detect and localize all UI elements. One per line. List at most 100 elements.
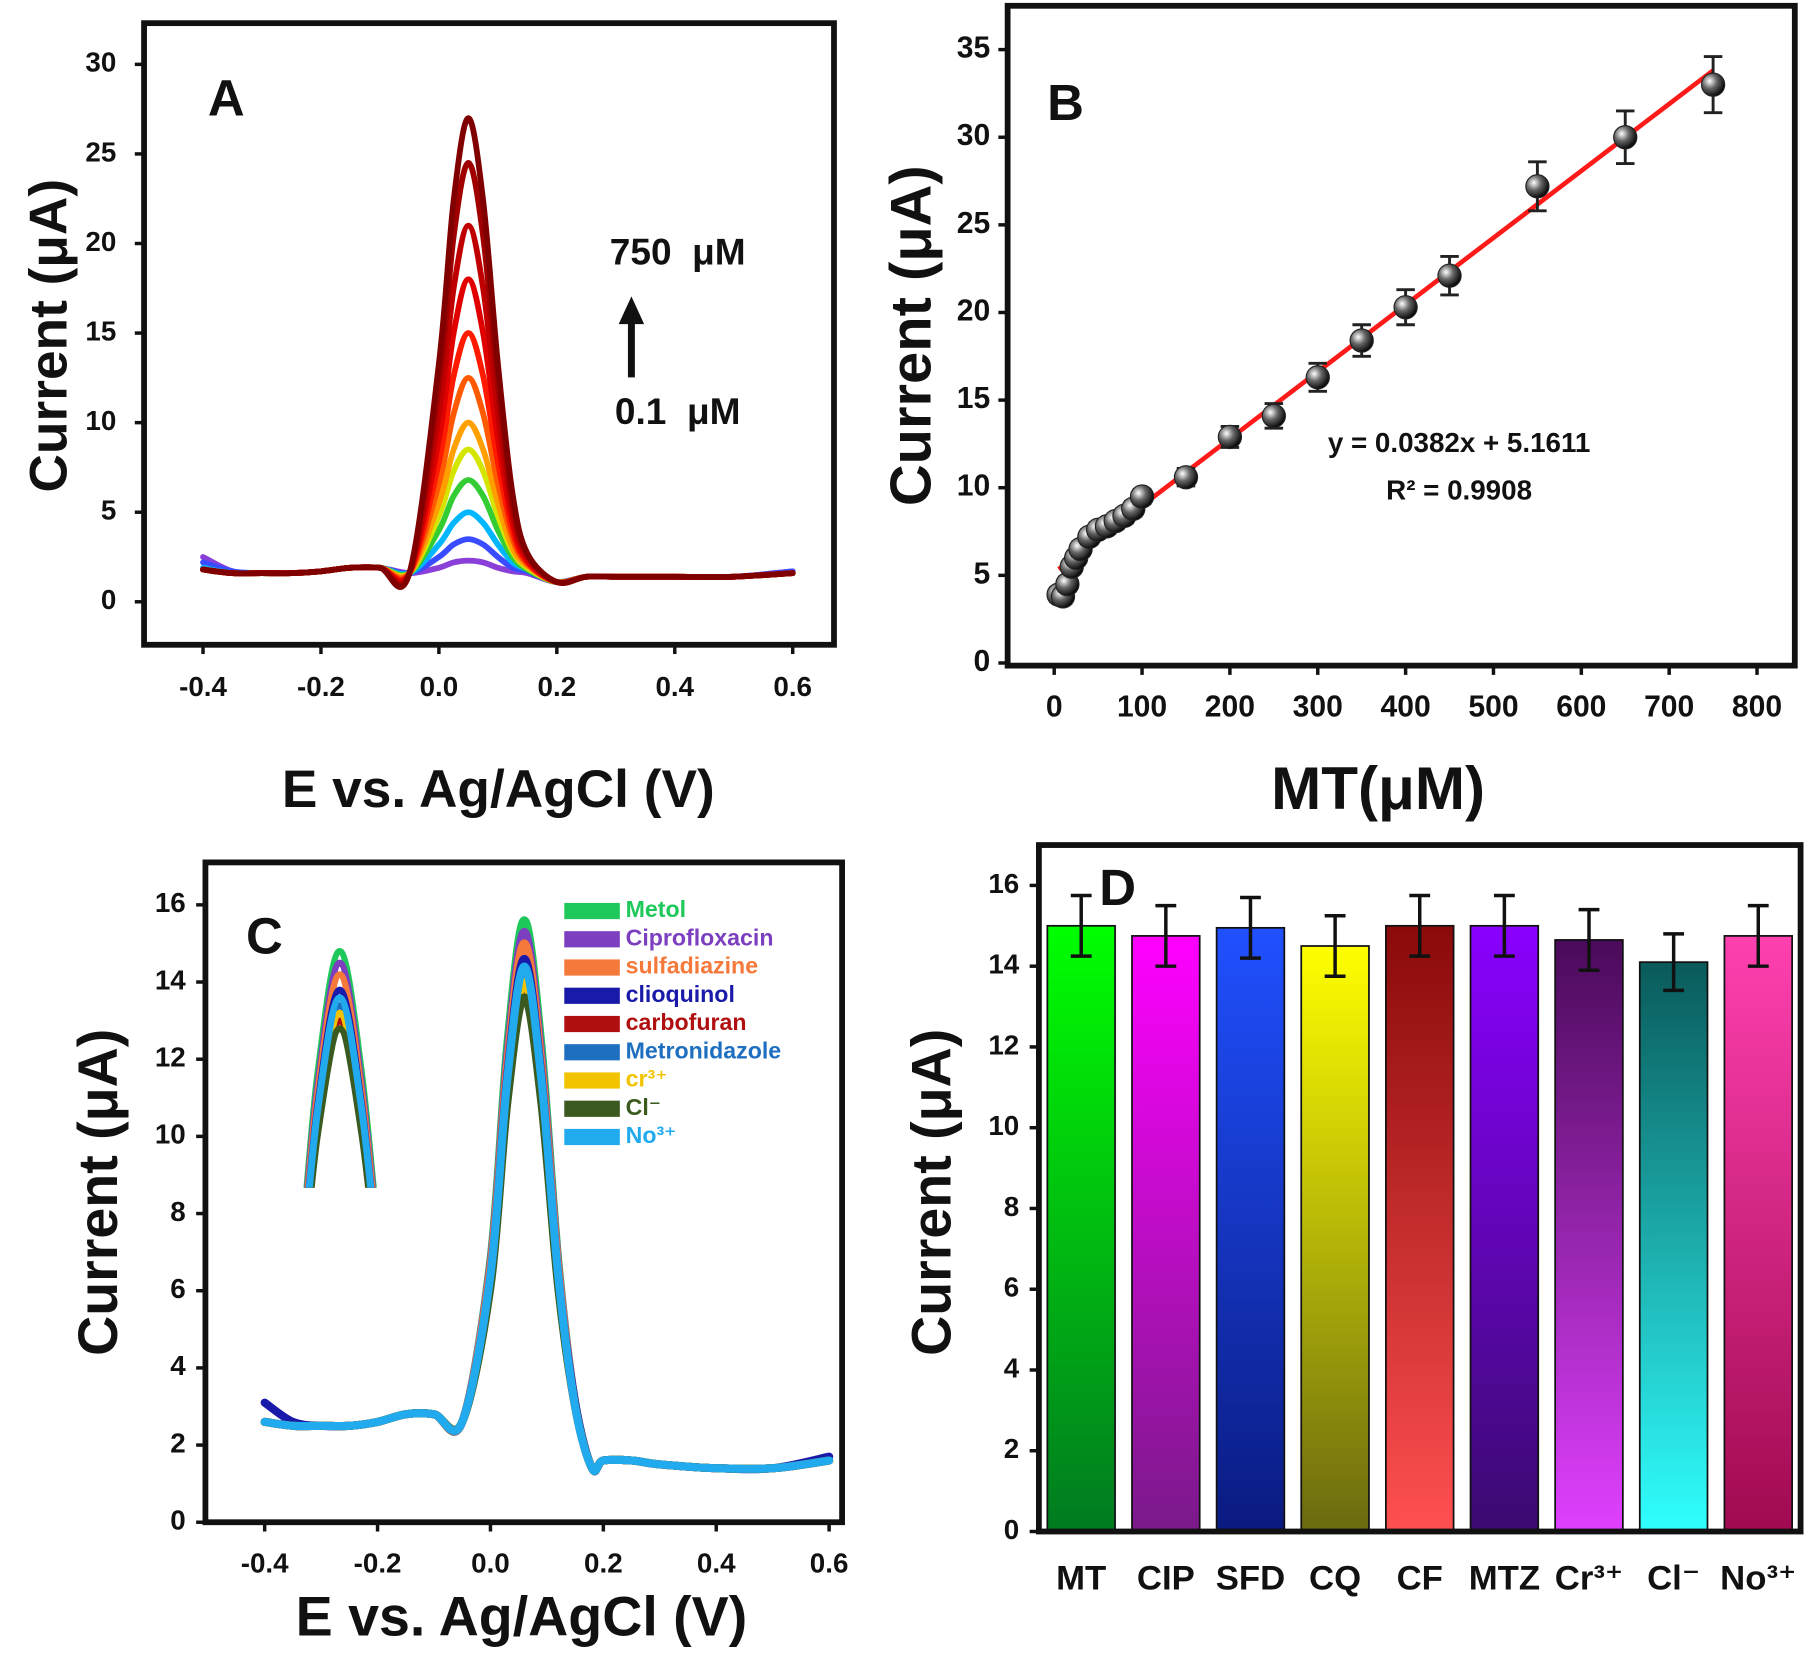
y-tick-label: 16 (155, 887, 186, 918)
fit-line (1057, 68, 1715, 572)
curve (260, 962, 834, 1476)
panel-label: C (246, 907, 283, 964)
curve (200, 115, 796, 591)
inset-curve (2, 963, 736, 1502)
y-axis-title: Current (μA) (901, 1029, 963, 1356)
legend-swatch (564, 1015, 620, 1033)
y-tick-label: 14 (155, 964, 186, 995)
point (1393, 295, 1418, 320)
y-tick-label: 8 (170, 1196, 185, 1227)
y-tick-label: 35 (957, 32, 990, 65)
y-tick-label: 20 (85, 226, 116, 257)
legend-swatch (564, 902, 620, 920)
x-axis-title: MT(μM) (1271, 755, 1485, 822)
point (1305, 365, 1330, 390)
x-tick-label: 800 (1732, 690, 1782, 723)
x-tick-label: 0.2 (584, 1547, 623, 1578)
inset-curve (2, 990, 736, 1502)
y-tick-label: 0 (170, 1505, 185, 1536)
x-tick-label: 0.6 (773, 671, 812, 702)
x-tick-label: Cr³⁺ (1555, 1559, 1623, 1597)
legend-label: clioquinol (626, 981, 735, 1007)
bar (1215, 926, 1286, 1533)
x-tick-label: 0.0 (420, 671, 459, 702)
y-tick-label: 15 (85, 315, 116, 346)
y-tick-label: 20 (957, 294, 990, 327)
y-tick-label: 10 (85, 405, 116, 436)
y-tick-label: 10 (957, 470, 990, 503)
x-tick-label: CIP (1137, 1559, 1195, 1597)
x-axis-title: E vs. Ag/AgCl (V) (282, 760, 715, 819)
bar (1046, 924, 1116, 1533)
y-tick-label: 12 (988, 1029, 1019, 1060)
y-axis-title: Current (μA) (67, 1029, 129, 1356)
inset-curve (2, 1013, 736, 1502)
legend-swatch (564, 931, 620, 948)
plot-frame (1035, 842, 1804, 1535)
y-tick-label: 14 (988, 949, 1019, 980)
annotation: R² = 0.9908 (1386, 474, 1532, 505)
point (1129, 484, 1155, 509)
bar (1300, 945, 1370, 1533)
point (1613, 125, 1638, 150)
x-tick-label: -0.4 (241, 1547, 289, 1578)
legend-label: Metronidazole (626, 1037, 782, 1063)
inset-plot (2, 952, 736, 1503)
point (1349, 328, 1374, 353)
y-tick-label: 30 (85, 47, 116, 78)
panel-label: D (1099, 859, 1136, 916)
y-axis-title: Current (μA) (20, 179, 79, 493)
y-tick-label: 25 (85, 136, 116, 167)
y-tick-label: 4 (1004, 1352, 1020, 1383)
panel-label: B (1047, 74, 1084, 131)
y-tick-label: 8 (1004, 1191, 1019, 1222)
inset (2, 952, 736, 1503)
y-tick-label: 0 (1004, 1514, 1019, 1545)
x-tick-label: Cl⁻ (1647, 1559, 1700, 1597)
y-tick-label: 2 (170, 1427, 185, 1458)
y-tick-label: 5 (101, 495, 116, 526)
y-axis-title: Current (μA) (879, 165, 943, 506)
x-tick-label: SFD (1216, 1559, 1285, 1597)
x-tick-label: MTZ (1469, 1559, 1540, 1597)
legend-label: Metol (626, 896, 686, 922)
x-tick-label: 400 (1381, 690, 1431, 723)
y-tick-label: 2 (1004, 1433, 1019, 1464)
inset-curve (2, 975, 736, 1503)
x-tick-label: 100 (1117, 690, 1167, 723)
y-tick-label: 0 (974, 645, 991, 678)
point (1261, 403, 1286, 429)
panel-label: A (208, 69, 245, 126)
x-tick-label: CQ (1309, 1559, 1361, 1597)
x-tick-label: 0.0 (471, 1547, 510, 1578)
arrow-head (618, 296, 645, 325)
point (1173, 465, 1199, 490)
x-tick-label: 200 (1205, 690, 1255, 723)
bar (1469, 924, 1540, 1533)
x-tick-label: 300 (1293, 690, 1343, 723)
legend-swatch (564, 987, 620, 1004)
legend-swatch (564, 1044, 620, 1061)
plot-frame (141, 20, 837, 648)
x-tick-label: No³⁺ (1720, 1559, 1796, 1597)
y-tick-label: 6 (1004, 1272, 1019, 1303)
plot-frame (202, 859, 845, 1526)
x-tick-label: 0.2 (538, 671, 577, 702)
bar (1554, 939, 1624, 1533)
plot-frame (1004, 2, 1798, 669)
y-tick-label: 0 (101, 584, 116, 615)
legend-label: Cl⁻ (626, 1094, 661, 1120)
bar (1131, 935, 1201, 1533)
legend-label: cr³⁺ (626, 1066, 668, 1092)
x-tick-label: -0.4 (179, 671, 227, 702)
y-tick-label: 10 (988, 1110, 1019, 1141)
x-tick-label: 0.6 (810, 1547, 849, 1578)
x-tick-label: 0.4 (697, 1547, 736, 1578)
y-tick-label: 15 (957, 382, 990, 415)
y-tick-label: 5 (974, 557, 991, 590)
legend-label: sulfadiazine (626, 953, 759, 979)
x-tick-label: MT (1056, 1559, 1106, 1597)
x-tick-label: 0 (1046, 690, 1063, 723)
point (1700, 72, 1726, 97)
